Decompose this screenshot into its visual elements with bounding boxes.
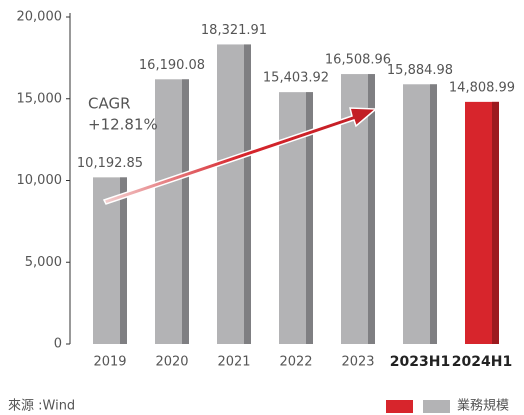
bar-shade: [244, 44, 251, 345]
legend-swatch: [386, 400, 413, 413]
x-tick-label: 2023: [341, 355, 374, 370]
y-tick-label: 20,000: [17, 10, 63, 25]
x-tick-label: 2020: [155, 355, 188, 370]
bar-shade: [430, 84, 437, 344]
bar-shade: [120, 177, 127, 344]
y-tick-label: 0: [54, 337, 62, 352]
legend-label: 業務規模: [457, 398, 509, 414]
y-tick-label: 15,000: [17, 91, 63, 106]
bar-shade: [492, 101, 499, 344]
value-label: 16,508.96: [325, 53, 391, 68]
y-tick-label: 10,000: [17, 173, 63, 188]
annotation: CAGR: [88, 95, 131, 113]
bar-shade: [306, 92, 313, 344]
x-tick-label: 2022: [279, 355, 312, 370]
value-label: 18,321.91: [201, 23, 267, 38]
x-tick-label: 2023H1: [390, 354, 450, 370]
value-label: 16,190.08: [139, 58, 205, 73]
bar-shade: [368, 74, 375, 345]
bar-shade: [182, 79, 189, 345]
legend-swatch: [423, 400, 450, 413]
value-label: 15,884.98: [387, 63, 453, 78]
x-tick-label: 2019: [93, 355, 126, 370]
x-tick-label: 2021: [217, 355, 250, 370]
cagr-arrow: [102, 107, 378, 205]
x-tick-label: 2024H1: [452, 354, 512, 370]
value-label: 10,192.85: [77, 156, 143, 171]
value-label: 15,403.92: [263, 71, 329, 86]
value-label: 14,808.99: [449, 80, 515, 95]
y-tick-label: 5,000: [25, 255, 62, 270]
annotation: +12.81%: [88, 116, 158, 134]
source: 來源 :Wind: [8, 399, 75, 414]
